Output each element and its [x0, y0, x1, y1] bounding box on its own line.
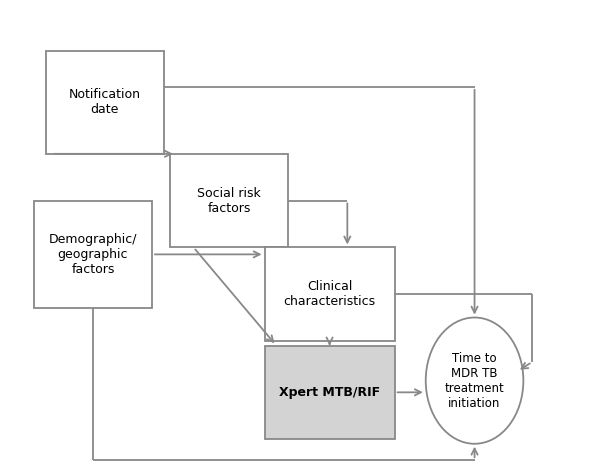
FancyBboxPatch shape [46, 51, 164, 154]
Text: Xpert MTB/RIF: Xpert MTB/RIF [279, 386, 380, 399]
FancyBboxPatch shape [170, 154, 288, 248]
FancyBboxPatch shape [265, 346, 395, 439]
Text: Demographic/
geographic
factors: Demographic/ geographic factors [49, 233, 137, 276]
Text: Notification
date: Notification date [69, 89, 141, 116]
Ellipse shape [426, 317, 523, 444]
FancyBboxPatch shape [265, 248, 395, 341]
Text: Clinical
characteristics: Clinical characteristics [284, 280, 376, 308]
Text: Time to
MDR TB
treatment
initiation: Time to MDR TB treatment initiation [445, 352, 505, 410]
FancyBboxPatch shape [34, 200, 152, 308]
Text: Social risk
factors: Social risk factors [197, 187, 261, 215]
